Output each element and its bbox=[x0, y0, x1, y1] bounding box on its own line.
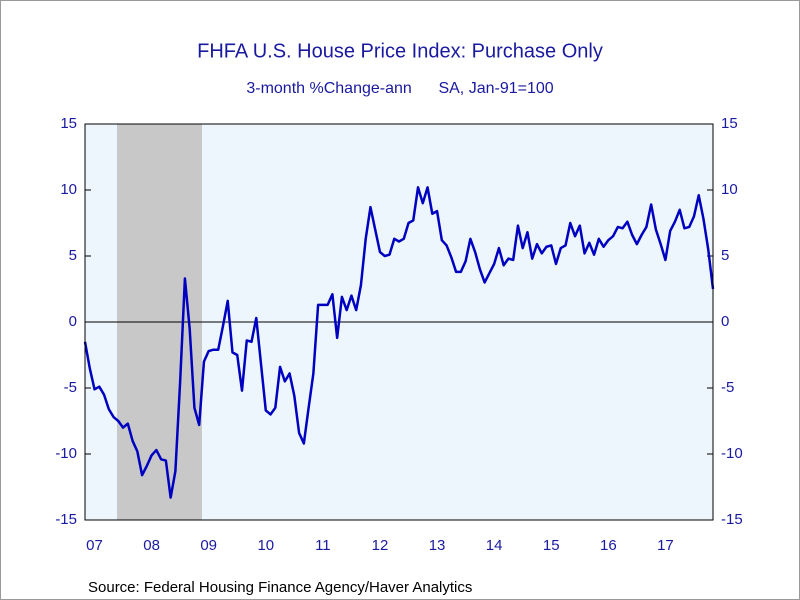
y2-tick-label: 5 bbox=[721, 247, 729, 264]
line-series bbox=[83, 186, 715, 499]
y-tick-label: -5 bbox=[64, 379, 77, 396]
chart-subtitle: 3-month %Change-ann SA, Jan-91=100 bbox=[246, 80, 553, 97]
chart-title: FHFA U.S. House Price Index: Purchase On… bbox=[197, 40, 603, 62]
y2-tick-label: -10 bbox=[721, 445, 743, 462]
x-tick-label: 09 bbox=[200, 537, 217, 554]
y2-tick-label: -5 bbox=[721, 379, 734, 396]
y-tick-label: 5 bbox=[69, 247, 77, 264]
y2-tick-label: 15 bbox=[721, 115, 738, 132]
x-tick-label: 08 bbox=[143, 537, 160, 554]
y-tick-label: 15 bbox=[60, 115, 77, 132]
x-tick-label: 17 bbox=[657, 537, 674, 554]
x-tick-label: 07 bbox=[86, 537, 103, 554]
y2-tick-label: -15 bbox=[721, 511, 743, 528]
y-tick-label: 0 bbox=[69, 313, 77, 330]
source: Source: Federal Housing Finance Agency/H… bbox=[88, 579, 472, 596]
y2-tick-label: 0 bbox=[721, 313, 729, 330]
x-tick-label: 10 bbox=[257, 537, 274, 554]
x-tick-label: 11 bbox=[315, 537, 331, 554]
x-tick-label: 12 bbox=[372, 537, 389, 554]
plot-border bbox=[84, 123, 714, 521]
y-tick-label: -15 bbox=[55, 511, 77, 528]
x-tick-label: 13 bbox=[429, 537, 446, 554]
x-tick-label: 14 bbox=[486, 537, 503, 554]
y-tick-label: 10 bbox=[60, 181, 77, 198]
x-tick-label: 15 bbox=[543, 537, 560, 554]
y-tick-label: -10 bbox=[55, 445, 77, 462]
x-tick-label: 16 bbox=[600, 537, 617, 554]
y2-tick-label: 10 bbox=[721, 181, 738, 198]
